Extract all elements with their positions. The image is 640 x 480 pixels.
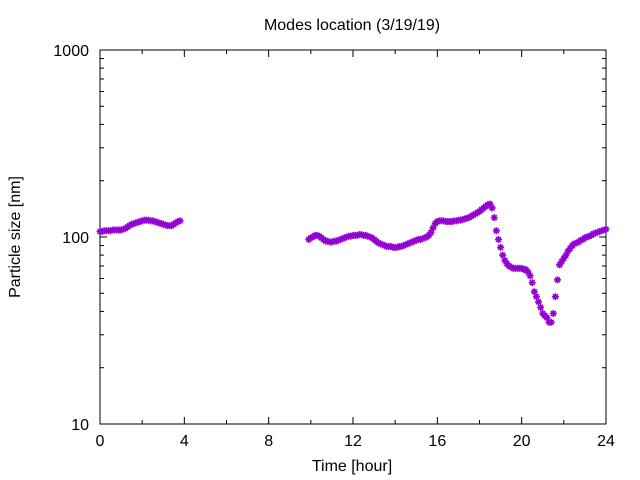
y-tick-label: 10 [71,417,89,434]
data-point [488,204,496,212]
data-point [176,217,184,225]
data-point [547,318,555,326]
data-point [490,214,498,222]
data-point [537,303,545,311]
x-tick-label: 8 [264,433,273,450]
x-tick-label: 24 [597,433,615,450]
y-axis-label: Particle size [nm] [7,176,24,298]
data-point [602,225,610,233]
data-point [526,272,534,280]
data-point [532,293,540,301]
axis-ticks [99,49,607,425]
data-point [499,251,507,259]
x-axis-label: Time [hour] [312,458,392,475]
y-tick-label: 1000 [53,43,89,60]
data-point [497,243,505,251]
chart-title: Modes location (3/19/19) [264,17,440,34]
data-point [535,298,543,306]
data-point [549,309,557,317]
x-tick-label: 0 [96,433,105,450]
data-point [528,279,536,287]
data-point [494,235,502,243]
data-point [554,276,562,284]
data-point [492,227,500,235]
data-point [551,293,559,301]
data-markers [96,200,610,326]
x-tick-label: 20 [513,433,531,450]
axis-tick-labels: 0 4 8 12 16 20 24 10 100 1000 [53,43,615,450]
x-tick-label: 16 [428,433,446,450]
y-tick-label: 100 [62,230,89,247]
x-tick-label: 12 [344,433,362,450]
x-tick-label: 4 [180,433,189,450]
